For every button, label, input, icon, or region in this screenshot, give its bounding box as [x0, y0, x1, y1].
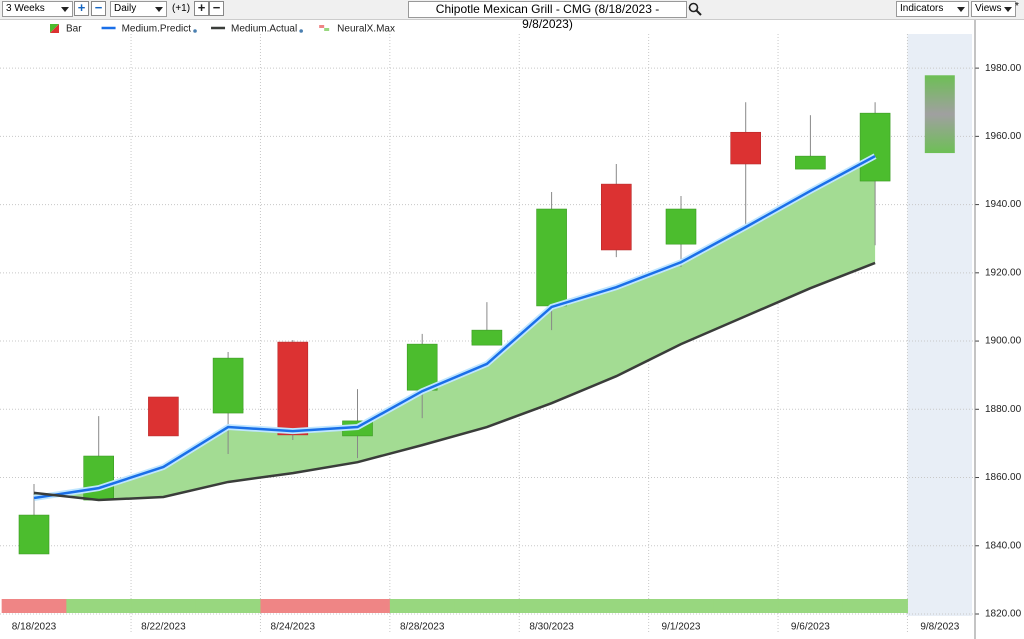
- signal-band: [260, 599, 326, 613]
- search-icon[interactable]: [688, 2, 702, 16]
- zoom-out-button[interactable]: −: [91, 1, 106, 16]
- indicators-select[interactable]: Indicators: [896, 1, 969, 17]
- legend-icon: [319, 25, 325, 28]
- period-select[interactable]: 3 Weeks: [2, 1, 73, 17]
- candle-body: [406, 343, 438, 391]
- y-tick-label: 1900.00: [985, 336, 1022, 347]
- x-tick-label: 9/8/2023: [920, 622, 959, 633]
- signal-band: [648, 599, 714, 613]
- spread-area: [34, 156, 876, 501]
- y-tick-label: 1860.00: [985, 472, 1022, 483]
- interval-select[interactable]: Daily: [110, 1, 167, 17]
- candle-body: [212, 357, 244, 414]
- offset-label: (+1): [172, 3, 191, 14]
- y-tick-label: 1920.00: [985, 267, 1022, 278]
- toolbar: 3 Weeks + − Daily (+1) + − Chipotle Mexi…: [0, 0, 1024, 31]
- line-glow: [33, 153, 877, 501]
- legend-icon: [324, 28, 330, 31]
- x-tick-label: 9/1/2023: [662, 622, 701, 633]
- x-tick-label: 8/30/2023: [529, 622, 574, 633]
- legend-label: NeuralX.Max: [337, 24, 395, 35]
- legend-label: Medium.Actual: [231, 24, 297, 35]
- candle-body: [471, 329, 503, 346]
- legend-label: Bar: [66, 24, 82, 35]
- signal-band: [713, 599, 779, 613]
- views-select[interactable]: Views: [971, 1, 1016, 17]
- x-tick-label: 8/18/2023: [12, 622, 57, 633]
- candle-body: [536, 208, 567, 307]
- y-tick-label: 1840.00: [985, 540, 1022, 551]
- line-series: [33, 155, 876, 500]
- signal-band: [389, 599, 456, 613]
- forecast-bar: [924, 75, 955, 154]
- signal-band: [325, 599, 391, 613]
- candle-body: [277, 341, 309, 436]
- offset-plus-button[interactable]: +: [194, 1, 209, 16]
- signal-band: [778, 599, 844, 613]
- x-tick-label: 8/28/2023: [400, 622, 445, 633]
- offset-minus-button[interactable]: −: [209, 1, 224, 16]
- signal-band: [454, 599, 520, 613]
- x-tick-label: 8/22/2023: [141, 622, 186, 633]
- candle-body: [18, 514, 50, 555]
- zoom-in-button[interactable]: +: [74, 1, 89, 16]
- star-label: *: [1015, 1, 1019, 12]
- candle-body: [795, 155, 826, 170]
- line-series: [33, 261, 876, 502]
- y-tick-label: 1940.00: [985, 199, 1022, 210]
- y-tick-label: 1880.00: [985, 404, 1022, 415]
- chart-title: Chipotle Mexican Grill - CMG (8/18/2023 …: [408, 1, 687, 31]
- candle-body: [148, 396, 179, 437]
- x-tick-label: 9/6/2023: [791, 622, 830, 633]
- y-tick-label: 1960.00: [985, 131, 1022, 142]
- y-tick-label: 1820.00: [985, 609, 1022, 620]
- signal-band: [66, 599, 132, 613]
- signal-band: [842, 599, 908, 613]
- candle-body: [600, 183, 632, 251]
- candle-body: [665, 208, 697, 245]
- legend-dot: [299, 29, 303, 33]
- candle-body: [83, 455, 114, 501]
- legend-dot: [193, 29, 197, 33]
- signal-band: [519, 599, 585, 613]
- signal-band: [131, 599, 197, 613]
- x-tick-label: 8/24/2023: [271, 622, 316, 633]
- candle-body: [730, 131, 762, 165]
- legend-label: Medium.Predict: [122, 24, 192, 35]
- y-tick-label: 1980.00: [985, 63, 1022, 74]
- signal-band: [1, 599, 67, 613]
- signal-band: [195, 599, 261, 613]
- legend-icon: [50, 24, 59, 33]
- candle-body: [859, 112, 891, 182]
- signal-band: [583, 599, 650, 613]
